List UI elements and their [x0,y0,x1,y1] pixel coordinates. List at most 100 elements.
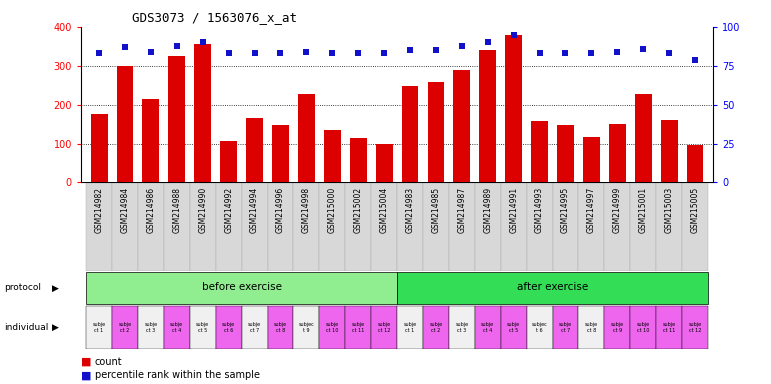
Bar [423,306,449,349]
Bar [345,182,371,271]
Text: GDS3073 / 1563076_x_at: GDS3073 / 1563076_x_at [132,11,297,24]
Bar [86,306,112,349]
Bar [453,70,470,182]
Text: subje
ct 7: subje ct 7 [559,322,572,333]
Bar [268,182,294,271]
Text: percentile rank within the sample: percentile rank within the sample [95,370,260,381]
Bar [221,141,237,182]
Text: subje
ct 5: subje ct 5 [196,322,209,333]
Bar [635,94,651,182]
Bar [500,306,527,349]
Bar [527,306,553,349]
Bar [397,182,423,271]
Text: GSM214995: GSM214995 [561,187,570,233]
Text: ▶: ▶ [52,283,59,293]
Text: subje
ct 3: subje ct 3 [144,322,157,333]
Text: GSM215000: GSM215000 [328,187,337,233]
Bar [241,306,268,349]
Bar [138,182,164,271]
Bar [687,146,703,182]
Text: GSM214982: GSM214982 [95,187,103,233]
Bar [294,306,319,349]
Point [482,40,494,46]
Text: GSM214988: GSM214988 [173,187,181,233]
Text: GSM214998: GSM214998 [302,187,311,233]
Bar [475,182,500,271]
Point [223,50,235,56]
Point [585,50,598,56]
Bar [190,306,216,349]
Text: GSM214990: GSM214990 [198,187,207,233]
Point [429,47,442,53]
Text: subje
ct 8: subje ct 8 [274,322,287,333]
Text: subje
ct 6: subje ct 6 [222,322,235,333]
Text: subje
ct 4: subje ct 4 [170,322,183,333]
Bar [241,182,268,271]
Text: subje
ct 2: subje ct 2 [429,322,443,333]
Bar [402,86,419,182]
Text: subje
ct 7: subje ct 7 [248,322,261,333]
Bar [449,306,475,349]
Bar [143,99,160,182]
Point [119,44,131,50]
Point [300,49,312,55]
Text: GSM214994: GSM214994 [250,187,259,233]
Bar [164,306,190,349]
Point [404,47,416,53]
Bar [397,306,423,349]
Text: GSM215002: GSM215002 [354,187,362,233]
Point [197,40,209,46]
Text: protocol: protocol [4,283,41,293]
Bar [194,45,211,182]
Text: GSM214987: GSM214987 [457,187,466,233]
Text: subje
ct 9: subje ct 9 [611,322,624,333]
Bar [294,182,319,271]
Bar [630,306,656,349]
Bar [190,182,216,271]
Bar [86,182,112,271]
Bar [661,120,678,182]
Bar [216,306,241,349]
Text: subje
ct 10: subje ct 10 [637,322,650,333]
Text: subje
ct 11: subje ct 11 [352,322,365,333]
Bar [527,182,553,271]
Bar [324,130,341,182]
Text: subje
ct 4: subje ct 4 [481,322,494,333]
Bar [371,182,397,271]
Bar [246,118,263,182]
Bar [480,50,497,182]
Point [456,43,468,49]
Bar [397,273,708,303]
Bar [557,125,574,182]
Text: subje
ct 12: subje ct 12 [378,322,391,333]
Point [248,50,261,56]
Text: subje
ct 2: subje ct 2 [119,322,132,333]
Bar [656,306,682,349]
Bar [168,56,185,182]
Point [145,49,157,55]
Bar [583,137,600,182]
Text: after exercise: after exercise [517,282,588,292]
Point [170,43,183,49]
Bar [138,306,164,349]
Text: GSM214992: GSM214992 [224,187,233,233]
Text: GSM214997: GSM214997 [587,187,596,233]
Bar [604,306,630,349]
Bar [427,82,444,182]
Text: count: count [95,356,123,367]
Bar [578,306,604,349]
Bar [216,182,241,271]
Text: GSM214989: GSM214989 [483,187,492,233]
Bar [630,182,656,271]
Text: subjec
t 6: subjec t 6 [532,322,547,333]
Point [534,50,546,56]
Point [352,50,365,56]
Bar [682,182,708,271]
Bar [531,121,548,182]
Text: GSM214996: GSM214996 [276,187,285,233]
Text: ■: ■ [81,356,92,367]
Bar [345,306,371,349]
Point [663,50,675,56]
Bar [449,182,475,271]
Text: subje
ct 1: subje ct 1 [403,322,416,333]
